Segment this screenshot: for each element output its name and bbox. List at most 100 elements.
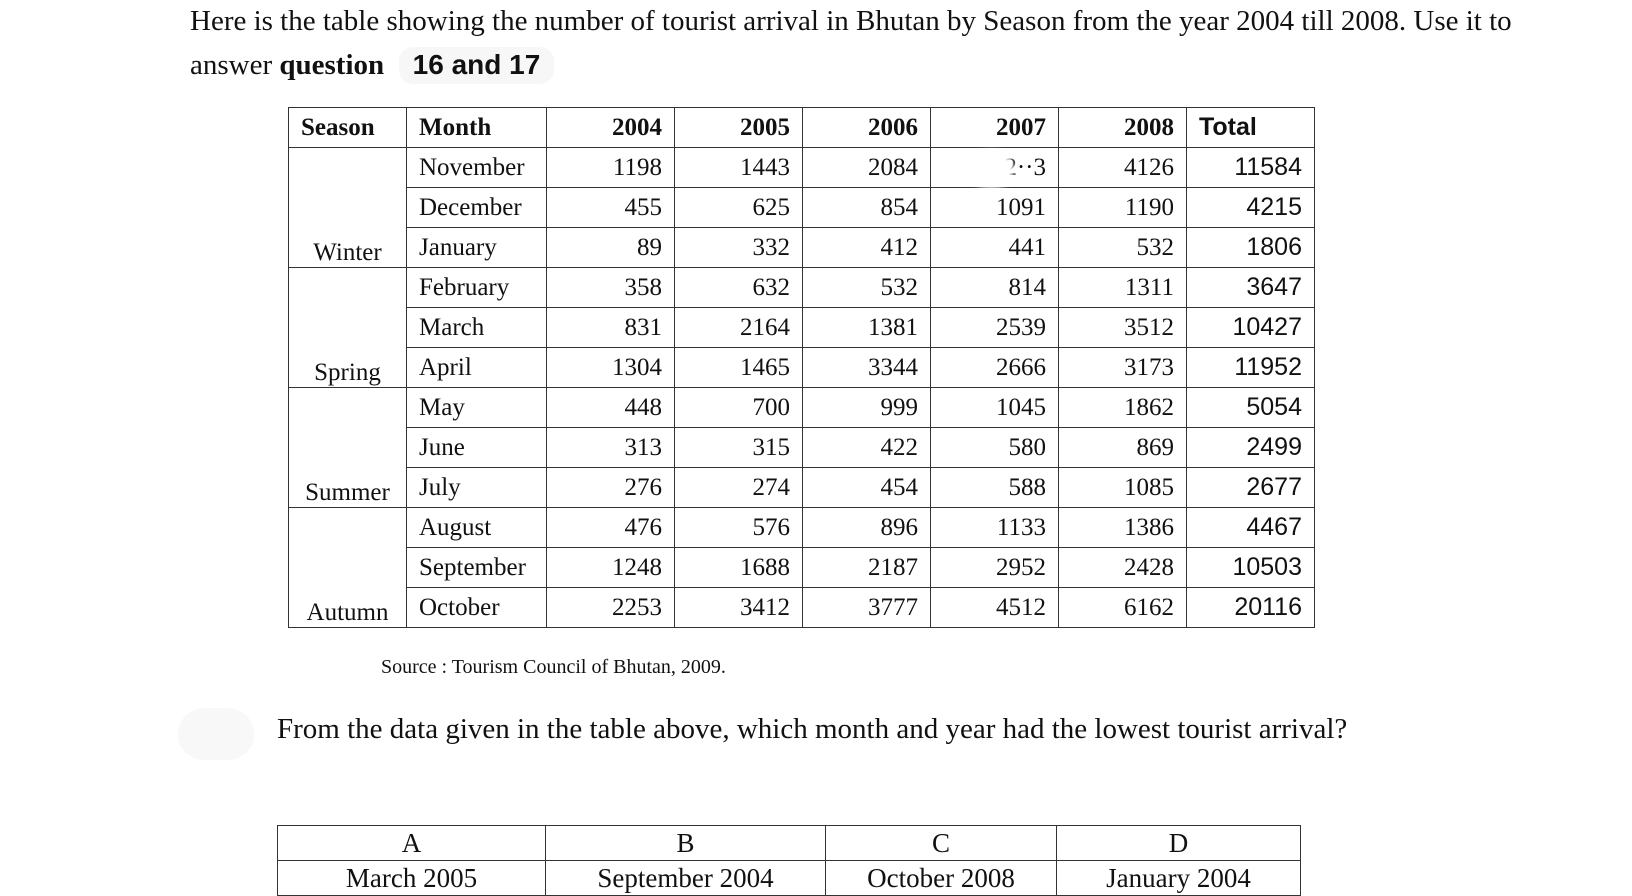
header-2006: 2006 (802, 107, 931, 148)
header-total: Total (1186, 107, 1315, 148)
season-cell (288, 187, 407, 228)
option-letter-b: B (545, 825, 826, 861)
value-cell: 2952 (930, 547, 1059, 588)
month-cell: December (406, 187, 547, 228)
value-cell: 700 (674, 387, 803, 428)
value-cell: 532 (802, 267, 931, 308)
table-row: Spring April 1304 1465 3344 2666 3173 11952 (288, 347, 1315, 388)
value-cell: 854 (802, 187, 931, 228)
table-row: February 358 632 532 814 1311 3647 (288, 267, 1315, 308)
option-answer-d: January 2004 (1056, 860, 1301, 896)
season-cell (288, 387, 407, 428)
table-row: Autumn October 2253 3412 3777 4512 6162 20116 (288, 587, 1315, 628)
season-cell (288, 507, 407, 548)
value-cell: 6162 (1058, 587, 1187, 628)
value-cell: 358 (546, 267, 675, 308)
total-cell: 10427 (1186, 307, 1315, 348)
month-cell: January (406, 227, 547, 268)
season-cell (288, 427, 407, 468)
value-cell: 2164 (674, 307, 803, 348)
value-cell: 448 (546, 387, 675, 428)
total-cell: 11584 (1186, 147, 1315, 188)
value-cell: 1311 (1058, 267, 1187, 308)
value-cell: 313 (546, 427, 675, 468)
total-cell: 3647 (1186, 267, 1315, 308)
header-month: Month (406, 107, 547, 148)
value-cell: 2539 (930, 307, 1059, 348)
question-number-blur (178, 708, 254, 760)
month-cell: May (406, 387, 547, 428)
value-cell: 625 (674, 187, 803, 228)
total-cell: 4467 (1186, 507, 1315, 548)
value-cell: 3512 (1058, 307, 1187, 348)
value-cell: 532 (1058, 227, 1187, 268)
total-cell: 1806 (1186, 227, 1315, 268)
smudge-mark (971, 154, 1010, 184)
season-cell (288, 267, 407, 308)
season-cell (288, 307, 407, 348)
value-cell: 580 (930, 427, 1059, 468)
month-cell: November (406, 147, 547, 188)
total-cell: 10503 (1186, 547, 1315, 588)
value-cell: 869 (1058, 427, 1187, 468)
total-cell: 2499 (1186, 427, 1315, 468)
season-label: Spring (288, 347, 407, 388)
option-letter-a: A (277, 825, 546, 861)
table-row: May 448 700 999 1045 1862 5054 (288, 387, 1315, 428)
month-cell: July (406, 467, 547, 508)
month-cell: April (406, 347, 547, 388)
value-cell: 814 (930, 267, 1059, 308)
total-cell: 5054 (1186, 387, 1315, 428)
value-cell: 89 (546, 227, 675, 268)
value-cell: 3344 (802, 347, 931, 388)
table-row: Summer July 276 274 454 588 1085 2677 (288, 467, 1315, 508)
table-row: December 455 625 854 1091 1190 4215 (288, 187, 1315, 228)
value-cell: 1085 (1058, 467, 1187, 508)
value-cell: 2253 (546, 587, 675, 628)
header-2005: 2005 (674, 107, 803, 148)
value-cell: 1190 (1058, 187, 1187, 228)
month-cell: February (406, 267, 547, 308)
month-cell: March (406, 307, 547, 348)
month-cell: September (406, 547, 547, 588)
option-letter-c: C (825, 825, 1057, 861)
month-cell: October (406, 587, 547, 628)
season-label: Summer (288, 467, 407, 508)
source-note: Source : Tourism Council of Bhutan, 2009… (381, 656, 726, 678)
value-cell: 454 (802, 467, 931, 508)
season-label: Autumn (288, 587, 407, 628)
value-cell: 999 (802, 387, 931, 428)
table-header-row: Season Month 2004 2005 2006 2007 2008 To… (288, 107, 1315, 148)
header-season: Season (288, 107, 407, 148)
table-row: June 313 315 422 580 869 2499 (288, 427, 1315, 468)
value-cell: 632 (674, 267, 803, 308)
table-body: November 1198 1443 2084 2··3 4126 11584 Decembe… (288, 147, 1315, 628)
intro-text: Here is the table showing the number of … (190, 0, 1570, 87)
option-letter-d: D (1056, 825, 1301, 861)
value-cell: 412 (802, 227, 931, 268)
option-answer-c: October 2008 (825, 860, 1057, 896)
table-row: November 1198 1443 2084 2··3 4126 11584 (288, 147, 1315, 188)
table-row: September 1248 1688 2187 2952 2428 10503 (288, 547, 1315, 588)
value-cell: 455 (546, 187, 675, 228)
value-cell: 332 (674, 227, 803, 268)
total-cell: 2677 (1186, 467, 1315, 508)
header-2008: 2008 (1058, 107, 1187, 148)
header-2004: 2004 (546, 107, 675, 148)
option-answer-b: September 2004 (545, 860, 826, 896)
season-label: Winter (288, 227, 407, 268)
value-cell: 476 (546, 507, 675, 548)
value-cell: 4126 (1058, 147, 1187, 188)
obscured-value-cell: 2··3 (930, 147, 1059, 188)
value-cell: 1381 (802, 307, 931, 348)
value-cell: 896 (802, 507, 931, 548)
option-answer-a: March 2005 (277, 860, 546, 896)
value-cell: 588 (930, 467, 1059, 508)
total-cell: 20116 (1186, 587, 1315, 628)
value-cell: 1386 (1058, 507, 1187, 548)
value-cell: 3412 (674, 587, 803, 628)
value-cell: 2187 (802, 547, 931, 588)
value-cell: 576 (674, 507, 803, 548)
table-row: March 831 2164 1381 2539 3512 10427 (288, 307, 1315, 348)
value-cell: 2428 (1058, 547, 1187, 588)
